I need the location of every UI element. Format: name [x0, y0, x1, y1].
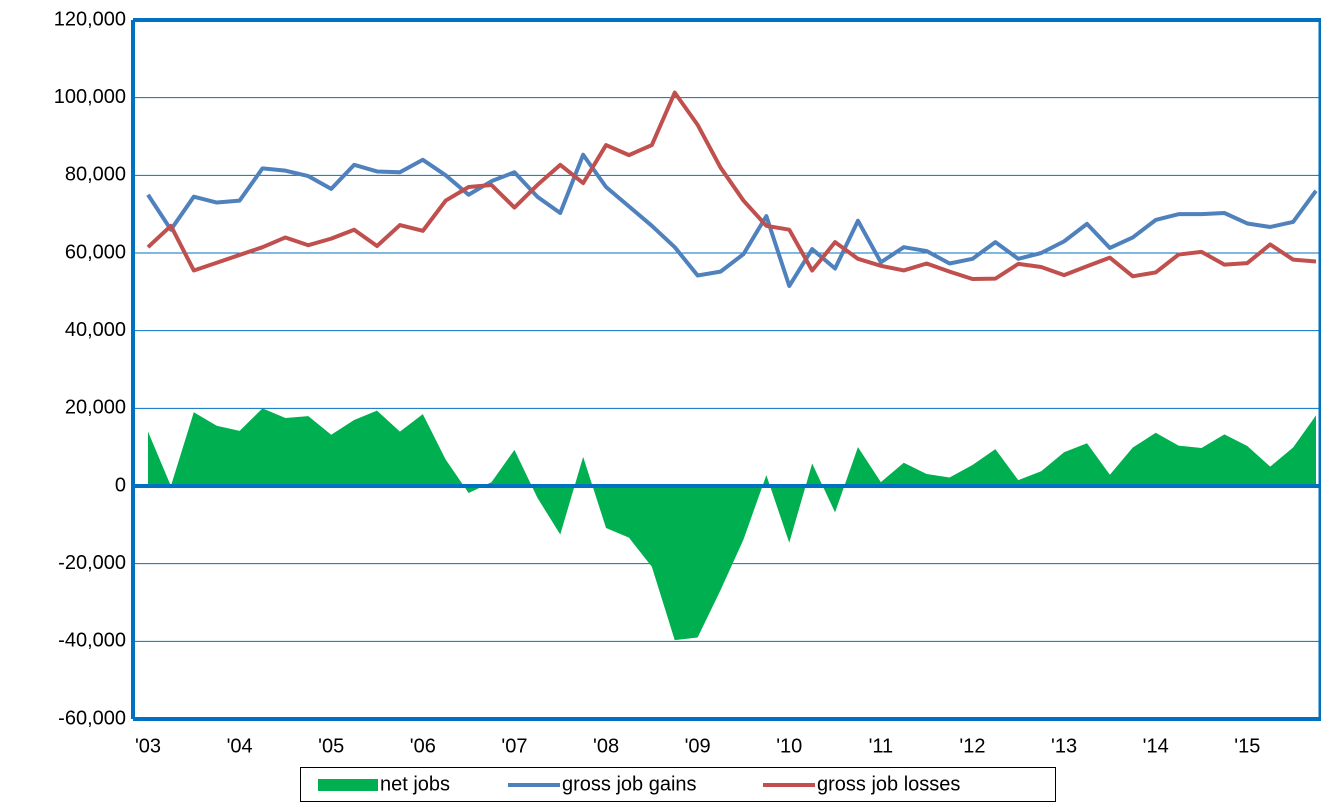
y-tick-label: 120,000: [54, 8, 126, 30]
y-tick-label: 0: [115, 474, 126, 496]
x-tick-label: '05: [318, 735, 344, 757]
x-tick-label: '08: [593, 735, 619, 757]
x-tick-label: '12: [959, 735, 985, 757]
legend-label: gross job gains: [562, 773, 697, 795]
x-tick-label: '06: [410, 735, 436, 757]
x-tick-label: '11: [869, 735, 894, 757]
x-tick-label: '09: [685, 735, 711, 757]
x-tick-label: '04: [227, 735, 253, 757]
y-tick-label: 20,000: [65, 397, 126, 419]
y-tick-label: 60,000: [65, 241, 126, 263]
y-tick-label: 40,000: [65, 319, 126, 341]
legend-label: gross job losses: [817, 773, 960, 795]
x-tick-label: '07: [501, 735, 527, 757]
x-tick-label: '10: [776, 735, 802, 757]
line: [146, 90, 1317, 282]
y-tick-label: 80,000: [65, 164, 126, 186]
x-tick-label: '13: [1051, 735, 1077, 757]
legend: net jobs gross job gains gross job losses: [300, 767, 1056, 802]
legend-swatch: [318, 779, 378, 791]
x-tick-label: '15: [1234, 735, 1260, 757]
x-tick-label: '03: [135, 735, 161, 757]
x-tick-label: '14: [1143, 735, 1169, 757]
legend-label: net jobs: [380, 773, 450, 795]
y-tick-label: -20,000: [58, 552, 126, 574]
y-tick-label: 100,000: [54, 86, 126, 108]
y-tick-label: -40,000: [58, 630, 126, 652]
area: [148, 408, 1316, 641]
line: [146, 152, 1318, 289]
y-tick-label: -60,000: [58, 707, 126, 729]
